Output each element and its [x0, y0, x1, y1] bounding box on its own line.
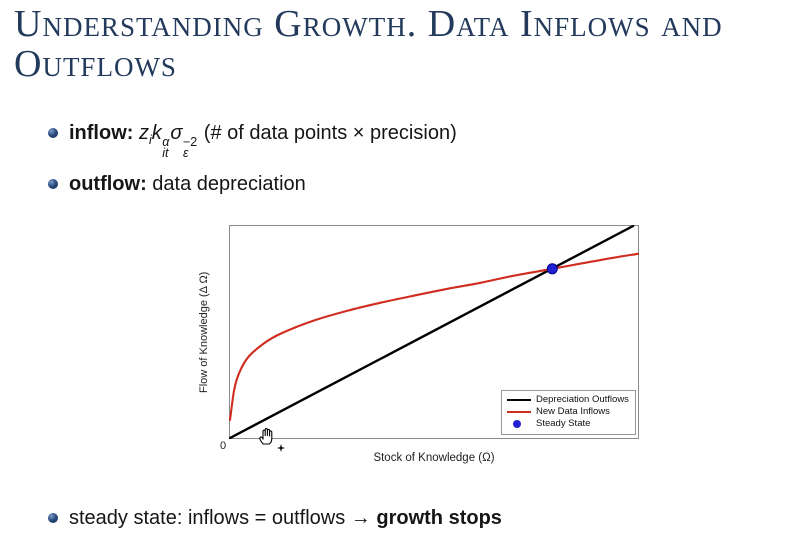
math-k: k	[151, 122, 162, 144]
legend-row-depreciation: Depreciation Outflows	[507, 394, 629, 406]
outflow-tail: data depreciation	[146, 173, 306, 195]
math-sigma: σ	[170, 122, 183, 144]
math-z-sub: i	[149, 133, 152, 147]
chart-legend: Depreciation Outflows New Data Inflows S…	[501, 390, 636, 435]
black-line-swatch-icon	[507, 399, 531, 401]
math-sigma-sup: −2	[182, 135, 198, 149]
inflow-label: inflow:	[69, 122, 134, 144]
bullet-ball-icon	[48, 179, 58, 189]
legend-swatch-box	[507, 420, 531, 428]
blue-dot-swatch-icon	[513, 420, 521, 428]
cursor-star-icon	[277, 444, 285, 452]
bullet-inflow-text: inflow: zik α it σ −2 ε (# of data points × p…	[69, 120, 457, 159]
legend-label-depreciation: Depreciation Outflows	[536, 394, 629, 405]
bullet-outflow: outflow: data depreciation	[48, 171, 306, 197]
inflow-formula: zik α it σ −2 ε	[133, 122, 198, 159]
math-sigma-scripts: −2 ε	[182, 135, 198, 160]
chart-x-axis-label: Stock of Knowledge (Ω)	[373, 452, 495, 464]
math-sigma-sub: ε	[182, 146, 189, 160]
bullet-steady-text: steady state: inflows = outflows → growt…	[69, 505, 502, 531]
legend-swatch-box	[507, 399, 531, 401]
outflow-label: outflow:	[69, 173, 147, 195]
bullet-steady-state: steady state: inflows = outflows → growt…	[48, 505, 502, 531]
title-line-1: Understanding Growth. Data Inflows and	[14, 3, 723, 45]
knowledge-flow-chart	[229, 225, 639, 439]
chart-y-axis-label: Flow of Knowledge (Δ Ω)	[198, 271, 210, 393]
inflow-tail: (# of data points × precision)	[198, 122, 457, 144]
legend-swatch-box	[507, 411, 531, 413]
title-line-2: Outflows	[14, 43, 177, 85]
bullet-outflow-text: outflow: data depreciation	[69, 171, 306, 197]
chart-origin-tick: 0	[220, 440, 227, 452]
legend-row-steady-state: Steady State	[507, 418, 629, 430]
legend-label-steady-state: Steady State	[536, 418, 591, 429]
legend-row-inflows: New Data Inflows	[507, 406, 629, 418]
math-k-sub: it	[162, 146, 169, 160]
bullet-ball-icon	[48, 128, 58, 138]
steady-pre: steady state: inflows = outflows →	[69, 507, 377, 529]
steady-bold: growth stops	[376, 507, 502, 529]
grab-hand-cursor-icon	[259, 428, 273, 445]
legend-label-inflows: New Data Inflows	[536, 406, 610, 417]
math-k-scripts: α it	[162, 135, 170, 160]
math-z: z	[139, 122, 149, 144]
bullet-ball-icon	[48, 513, 58, 523]
slide-title: Understanding Growth. Data Inflows and Ou…	[14, 4, 754, 84]
red-line-swatch-icon	[507, 411, 531, 413]
math-k-sup: α	[162, 135, 170, 149]
bullet-inflow: inflow: zik α it σ −2 ε (# of data points × p…	[48, 120, 457, 159]
